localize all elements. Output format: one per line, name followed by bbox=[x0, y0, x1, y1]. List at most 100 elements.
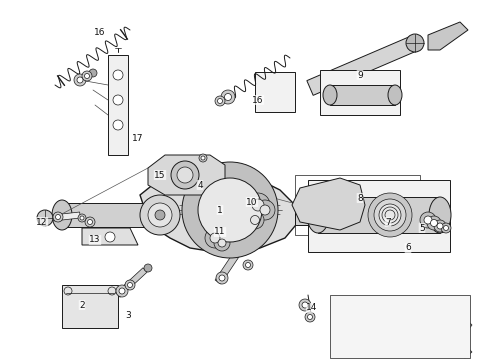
Circle shape bbox=[80, 216, 84, 220]
Circle shape bbox=[113, 70, 123, 80]
Circle shape bbox=[85, 217, 95, 227]
Circle shape bbox=[64, 287, 72, 295]
Text: 8: 8 bbox=[357, 194, 363, 202]
Text: 17: 17 bbox=[132, 134, 144, 143]
Polygon shape bbox=[108, 55, 128, 155]
Circle shape bbox=[113, 120, 123, 130]
Polygon shape bbox=[340, 207, 420, 228]
Circle shape bbox=[88, 220, 93, 225]
Ellipse shape bbox=[414, 206, 426, 224]
Circle shape bbox=[431, 220, 438, 226]
Text: 14: 14 bbox=[306, 303, 318, 312]
Polygon shape bbox=[292, 178, 365, 230]
Circle shape bbox=[252, 199, 264, 211]
Circle shape bbox=[119, 288, 125, 294]
Text: 13: 13 bbox=[89, 235, 101, 244]
Text: 6: 6 bbox=[405, 243, 411, 252]
Text: 10: 10 bbox=[246, 198, 258, 207]
Circle shape bbox=[182, 162, 278, 258]
Circle shape bbox=[443, 225, 448, 230]
Circle shape bbox=[218, 239, 226, 247]
Circle shape bbox=[210, 233, 220, 243]
Ellipse shape bbox=[412, 203, 428, 227]
Polygon shape bbox=[308, 180, 450, 252]
Circle shape bbox=[215, 96, 225, 106]
Circle shape bbox=[385, 210, 395, 220]
Circle shape bbox=[144, 264, 152, 272]
Circle shape bbox=[113, 95, 123, 105]
Circle shape bbox=[308, 315, 313, 320]
Polygon shape bbox=[330, 295, 470, 358]
Circle shape bbox=[127, 283, 132, 288]
Text: 12: 12 bbox=[36, 217, 48, 226]
Circle shape bbox=[246, 193, 270, 217]
Polygon shape bbox=[62, 285, 118, 328]
Circle shape bbox=[140, 195, 180, 235]
Circle shape bbox=[379, 204, 401, 226]
Text: 16: 16 bbox=[252, 95, 264, 104]
Circle shape bbox=[219, 275, 225, 281]
Circle shape bbox=[420, 212, 436, 228]
Circle shape bbox=[427, 216, 441, 230]
Polygon shape bbox=[295, 205, 420, 225]
Circle shape bbox=[155, 210, 165, 220]
Circle shape bbox=[250, 216, 260, 225]
Circle shape bbox=[299, 299, 311, 311]
Circle shape bbox=[224, 94, 231, 100]
Text: 1: 1 bbox=[217, 206, 223, 215]
Polygon shape bbox=[82, 228, 138, 245]
Circle shape bbox=[368, 193, 412, 237]
Circle shape bbox=[199, 154, 207, 162]
Circle shape bbox=[380, 205, 400, 225]
Polygon shape bbox=[215, 250, 241, 284]
Circle shape bbox=[305, 312, 315, 322]
Text: 11: 11 bbox=[214, 228, 226, 237]
Ellipse shape bbox=[307, 197, 329, 233]
Circle shape bbox=[441, 223, 451, 233]
Circle shape bbox=[125, 280, 135, 290]
Circle shape bbox=[201, 156, 205, 160]
Polygon shape bbox=[60, 203, 150, 227]
Circle shape bbox=[148, 203, 172, 227]
Text: 2: 2 bbox=[79, 301, 85, 310]
Circle shape bbox=[437, 223, 443, 229]
Polygon shape bbox=[455, 342, 472, 358]
Polygon shape bbox=[148, 155, 225, 195]
Text: 4: 4 bbox=[197, 180, 203, 189]
Circle shape bbox=[218, 99, 222, 104]
Text: 5: 5 bbox=[419, 224, 425, 233]
Polygon shape bbox=[330, 85, 395, 105]
Circle shape bbox=[374, 199, 406, 231]
Circle shape bbox=[205, 228, 225, 248]
Circle shape bbox=[171, 161, 199, 189]
Ellipse shape bbox=[388, 85, 402, 105]
Circle shape bbox=[245, 262, 250, 267]
Ellipse shape bbox=[323, 85, 337, 105]
Circle shape bbox=[37, 210, 53, 226]
Circle shape bbox=[105, 232, 115, 242]
Circle shape bbox=[260, 205, 270, 215]
Circle shape bbox=[89, 69, 97, 77]
Polygon shape bbox=[307, 36, 418, 95]
Circle shape bbox=[243, 260, 253, 270]
Ellipse shape bbox=[429, 197, 451, 233]
Polygon shape bbox=[318, 197, 440, 233]
Circle shape bbox=[55, 215, 60, 220]
Circle shape bbox=[424, 216, 432, 224]
Circle shape bbox=[198, 178, 262, 242]
Circle shape bbox=[77, 77, 83, 83]
Circle shape bbox=[382, 207, 398, 223]
Circle shape bbox=[84, 73, 90, 78]
Circle shape bbox=[221, 90, 235, 104]
Polygon shape bbox=[428, 22, 468, 50]
Text: 9: 9 bbox=[357, 71, 363, 80]
Text: 15: 15 bbox=[154, 171, 166, 180]
Circle shape bbox=[434, 220, 446, 232]
Circle shape bbox=[255, 200, 275, 220]
Circle shape bbox=[53, 212, 63, 222]
Text: 16: 16 bbox=[94, 27, 106, 36]
Polygon shape bbox=[255, 72, 295, 112]
Polygon shape bbox=[52, 212, 80, 221]
Circle shape bbox=[116, 285, 128, 297]
Circle shape bbox=[246, 211, 264, 229]
